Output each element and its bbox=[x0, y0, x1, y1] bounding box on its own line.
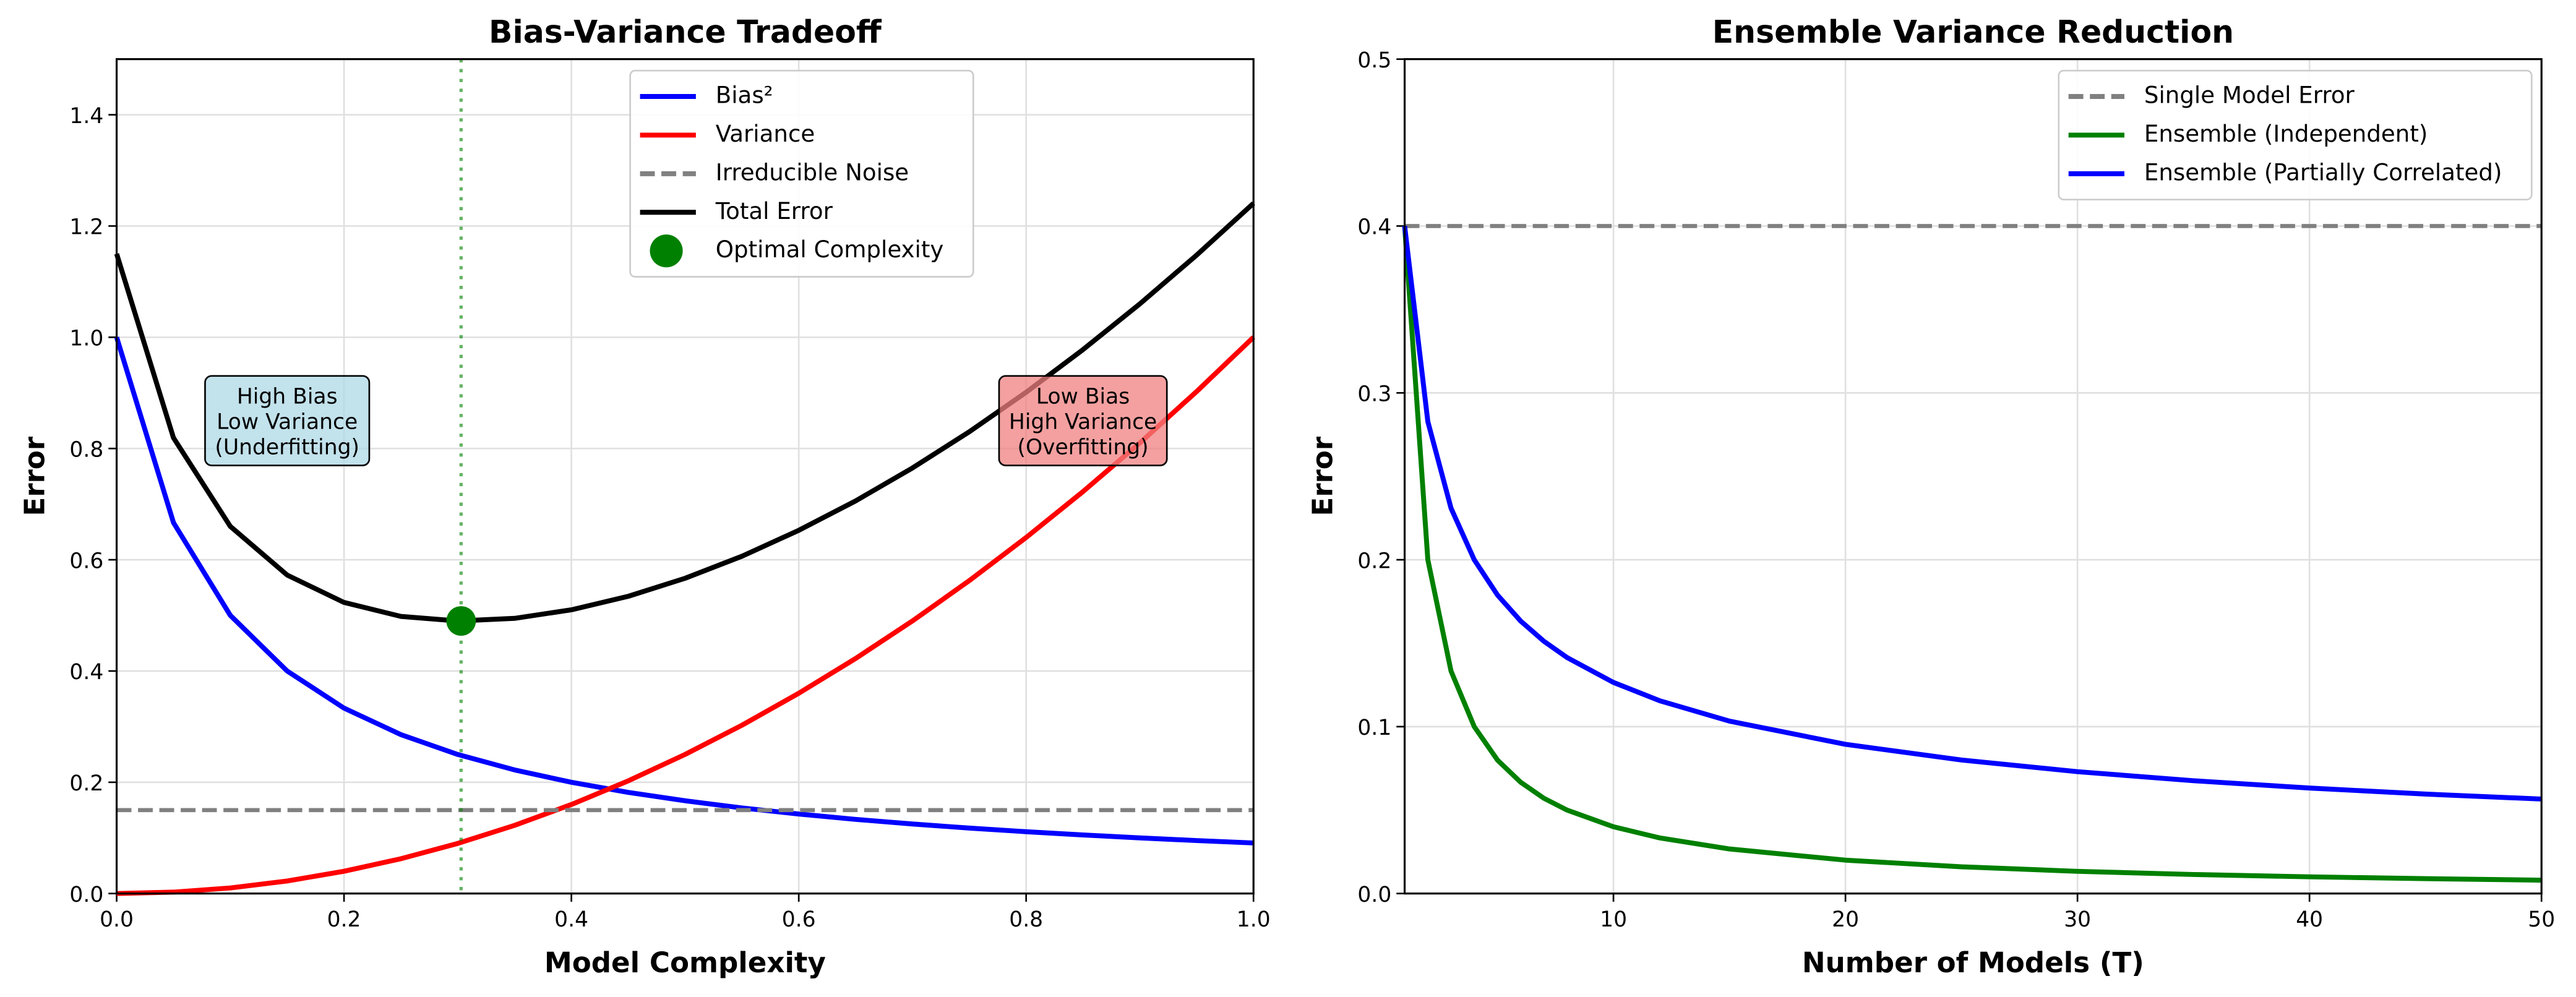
x-axis-label: Number of Models (T) bbox=[1802, 946, 2144, 979]
x-tick-label: 0.4 bbox=[554, 907, 588, 932]
x-tick-label: 10 bbox=[1600, 907, 1627, 932]
chart: 10 20 30 40 50 0.0 0.1 0.2 0.3 0.4 0.5 Single Model… bbox=[1307, 14, 2555, 979]
series-line bbox=[114, 336, 1254, 845]
legend-label: Single Model Error bbox=[2144, 82, 2355, 109]
legend-label: Irreducible Noise bbox=[716, 158, 909, 186]
x-tick-label: 0.2 bbox=[327, 907, 361, 932]
chart-title: Ensemble Variance Reduction bbox=[1712, 14, 2234, 50]
y-tick-label: 0.0 bbox=[1357, 883, 1391, 907]
annotation-text: High Variance bbox=[1009, 409, 1157, 434]
legend-label: Ensemble (Partially Correlated) bbox=[2144, 158, 2502, 186]
series-line bbox=[1402, 225, 2542, 802]
x-tick-label: 30 bbox=[2064, 907, 2091, 932]
legend-swatch bbox=[650, 234, 683, 268]
x-tick-label: 0.6 bbox=[782, 907, 816, 932]
y-axis-label: Error bbox=[19, 436, 51, 516]
y-tick-label: 0.5 bbox=[1357, 48, 1391, 73]
legend: Single Model Error Ensemble (Independent)… bbox=[2058, 69, 2533, 201]
x-tick-label: 50 bbox=[2528, 907, 2555, 932]
x-tick-label: 1.0 bbox=[1237, 907, 1271, 932]
y-tick-label: 0.2 bbox=[69, 771, 103, 796]
x-tick-label: 0.0 bbox=[100, 907, 134, 932]
x-tick-label: 40 bbox=[2296, 907, 2323, 932]
x-tick-label: 20 bbox=[1832, 907, 1859, 932]
chart: 0.0 0.2 0.4 0.6 0.8 1.0 0.0 0.2 0.4 0.6 0.8 1.0 1.2 1… bbox=[19, 14, 1271, 979]
y-tick-label: 0.4 bbox=[69, 660, 103, 685]
y-tick-label: 1.4 bbox=[69, 104, 103, 129]
annotation-text: (Overfitting) bbox=[1018, 435, 1149, 460]
chart-title: Bias-Variance Tradeoff bbox=[489, 14, 882, 50]
axes-frame bbox=[1403, 58, 2543, 895]
series-line bbox=[116, 335, 1255, 896]
annotation-text: High Bias bbox=[237, 384, 338, 409]
annotation-box bbox=[998, 375, 1168, 466]
legend-box bbox=[629, 69, 974, 278]
series-line bbox=[1402, 226, 2542, 883]
legend-label: Total Error bbox=[715, 197, 833, 225]
axes-frame bbox=[115, 58, 1255, 895]
y-tick-label: 0.6 bbox=[69, 549, 103, 573]
y-tick-label: 1.0 bbox=[69, 327, 103, 351]
y-tick-label: 1.2 bbox=[69, 215, 103, 240]
y-tick-label: 0.4 bbox=[1357, 215, 1391, 240]
series-line bbox=[114, 201, 1255, 623]
legend: Bias² Variance Irreducible Noise Total Erro… bbox=[629, 69, 974, 278]
annotation-box bbox=[204, 375, 371, 466]
legend-label: Bias² bbox=[716, 82, 773, 109]
annotation-text: Low Variance bbox=[217, 409, 358, 434]
legend-label: Ensemble (Independent) bbox=[2144, 120, 2428, 147]
y-tick-label: 0.1 bbox=[1357, 716, 1391, 740]
y-axis-label: Error bbox=[1307, 436, 1339, 516]
y-tick-label: 0.0 bbox=[69, 883, 103, 907]
annotation-text: Low Bias bbox=[1036, 384, 1130, 409]
y-tick-label: 0.3 bbox=[1357, 382, 1391, 407]
y-tick-label: 0.8 bbox=[69, 437, 103, 462]
annotation-text: (Underfitting) bbox=[215, 435, 359, 460]
legend-label: Optimal Complexity bbox=[716, 236, 944, 263]
legend-box bbox=[2058, 69, 2533, 201]
x-axis-label: Model Complexity bbox=[544, 946, 826, 979]
y-tick-label: 0.2 bbox=[1357, 549, 1391, 573]
marker bbox=[446, 606, 476, 636]
legend-label: Variance bbox=[716, 120, 815, 147]
x-tick-label: 0.8 bbox=[1009, 907, 1043, 932]
